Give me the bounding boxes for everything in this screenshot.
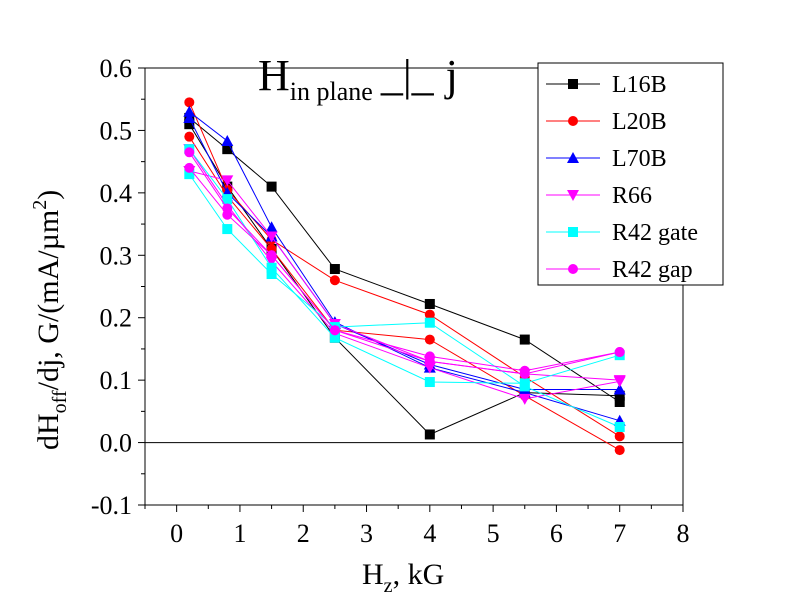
data-point bbox=[329, 264, 340, 275]
data-point bbox=[518, 393, 531, 405]
data-point bbox=[519, 378, 530, 389]
data-point bbox=[613, 376, 626, 388]
y-tick-label: 0.3 bbox=[100, 241, 133, 270]
data-point bbox=[329, 332, 340, 343]
x-tick-label: 1 bbox=[233, 519, 246, 548]
legend-label: L16B bbox=[612, 72, 667, 98]
data-point bbox=[424, 356, 435, 367]
y-axis-label: dHoff/dj, G/(mA/µm2) bbox=[29, 190, 71, 450]
data-point bbox=[424, 317, 435, 328]
data-point bbox=[183, 111, 196, 123]
data-point bbox=[424, 309, 435, 320]
data-point bbox=[184, 131, 195, 142]
legend-label: R42 gap bbox=[612, 257, 693, 283]
data-point bbox=[424, 334, 435, 345]
y-tick-label: -0.1 bbox=[91, 491, 132, 520]
data-point bbox=[614, 445, 625, 456]
x-tick-label: 2 bbox=[297, 519, 310, 548]
legend-box bbox=[537, 62, 724, 286]
legend-marker bbox=[568, 227, 578, 237]
data-point bbox=[184, 119, 195, 130]
data-point bbox=[266, 250, 277, 261]
data-point bbox=[329, 325, 340, 336]
legend-label: L20B bbox=[612, 109, 667, 135]
data-point bbox=[329, 275, 340, 286]
data-point bbox=[221, 175, 234, 187]
ticks-layer: 0 1 2 3 4 5 6 7 8 -0.1 0.0 0.1 0.2 0.3 0.4 0.5 0.6 bbox=[91, 54, 690, 548]
data-point bbox=[266, 181, 277, 192]
data-point bbox=[222, 144, 233, 155]
data-point bbox=[265, 231, 278, 243]
data-point bbox=[519, 368, 530, 379]
x-tick-label: 4 bbox=[423, 519, 436, 548]
data-point bbox=[222, 224, 233, 235]
data-point bbox=[265, 221, 278, 233]
data-point bbox=[614, 390, 625, 401]
x-tick-label: 3 bbox=[360, 519, 373, 548]
data-point bbox=[424, 429, 435, 440]
x-tick-label: 6 bbox=[550, 519, 563, 548]
x-axis-label: Hz, kG bbox=[362, 558, 444, 597]
legend-label: L70B bbox=[612, 146, 667, 172]
data-point bbox=[184, 169, 195, 180]
data-point bbox=[266, 269, 277, 280]
legend: L16B L20B L70B R66 R42 gate R42 gap bbox=[537, 62, 724, 286]
data-point bbox=[614, 396, 625, 407]
x-tick-label: 7 bbox=[613, 519, 626, 548]
data-point bbox=[266, 262, 277, 273]
x-tick-label: 8 bbox=[677, 519, 690, 548]
data-point bbox=[184, 147, 195, 158]
x-tick-label: 5 bbox=[487, 519, 500, 548]
y-tick-label: 0.5 bbox=[100, 116, 133, 145]
legend-label: R42 gate bbox=[612, 220, 698, 246]
legend-marker bbox=[568, 116, 578, 126]
series-layer bbox=[183, 97, 626, 456]
y-tick-label: 0.4 bbox=[100, 179, 133, 208]
data-point bbox=[424, 377, 435, 388]
y-tick-label: 0.6 bbox=[100, 54, 133, 83]
legend-marker bbox=[568, 79, 578, 89]
data-point bbox=[424, 298, 435, 309]
data-point bbox=[184, 162, 195, 173]
data-point bbox=[519, 334, 530, 345]
x-tick-label: 0 bbox=[170, 519, 183, 548]
data-point bbox=[614, 431, 625, 442]
y-tick-label: 0.2 bbox=[100, 304, 133, 333]
legend-marker bbox=[568, 264, 578, 274]
data-point bbox=[222, 194, 233, 205]
y-tick-label: 0.1 bbox=[100, 366, 133, 395]
data-point bbox=[614, 421, 625, 432]
data-point bbox=[183, 105, 196, 117]
data-point bbox=[184, 97, 195, 108]
data-point bbox=[221, 135, 234, 147]
y-tick-label: 0.0 bbox=[100, 429, 133, 458]
data-point bbox=[614, 347, 625, 358]
legend-marker bbox=[567, 152, 579, 163]
legend-marker bbox=[567, 190, 579, 201]
data-point bbox=[613, 383, 626, 395]
chart-title: Hin plane _|_ j bbox=[258, 51, 458, 106]
series-r42-gap bbox=[184, 147, 625, 379]
legend-label: R66 bbox=[612, 183, 652, 209]
data-point bbox=[222, 203, 233, 214]
